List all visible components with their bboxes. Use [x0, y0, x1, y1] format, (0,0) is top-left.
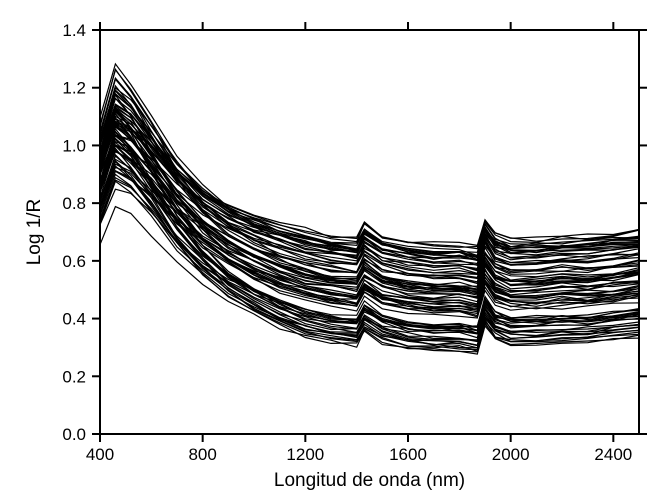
chart-svg: 400 800 1200 1600 2000 2400 0.0 0.2 0.4 0.6 0.8 1.… [0, 0, 669, 504]
svg-text:1.2: 1.2 [62, 79, 86, 98]
svg-text:1.0: 1.0 [62, 136, 86, 155]
spectra-lines [100, 64, 639, 354]
svg-text:2400: 2400 [594, 445, 632, 464]
svg-text:0.2: 0.2 [62, 367, 86, 386]
x-axis-label: Longitud de onda (nm) [274, 470, 465, 491]
svg-text:800: 800 [188, 445, 216, 464]
svg-text:400: 400 [86, 445, 114, 464]
svg-text:0.8: 0.8 [62, 194, 86, 213]
svg-text:0.0: 0.0 [62, 425, 86, 444]
svg-text:2000: 2000 [492, 445, 530, 464]
spectrum-line [100, 125, 639, 314]
svg-text:1.4: 1.4 [62, 21, 86, 40]
spectral-chart: 400 800 1200 1600 2000 2400 0.0 0.2 0.4 0.6 0.8 1.… [0, 0, 669, 504]
svg-text:0.6: 0.6 [62, 252, 86, 271]
svg-text:0.4: 0.4 [62, 310, 86, 329]
y-ticks: 0.0 0.2 0.4 0.6 0.8 1.0 1.2 1.4 [62, 21, 647, 444]
y-axis-label: Log 1/R [24, 199, 45, 266]
spectrum-line [100, 171, 639, 305]
svg-text:1600: 1600 [389, 445, 427, 464]
svg-text:1200: 1200 [286, 445, 324, 464]
